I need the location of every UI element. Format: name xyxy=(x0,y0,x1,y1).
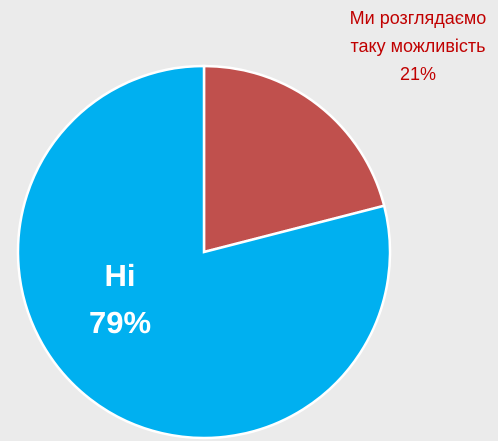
slice-label: Ні 79% xyxy=(45,252,195,346)
slice-label: Ми розглядаємо таку можливість 21% xyxy=(340,4,496,88)
pie-slice xyxy=(16,64,392,440)
value-label: 79% xyxy=(88,305,152,340)
category-label: Ні xyxy=(104,258,136,293)
category-label: Ми розглядаємо таку можливість xyxy=(349,8,487,56)
value-label: 21% xyxy=(399,64,437,84)
pie-slice xyxy=(202,64,386,254)
